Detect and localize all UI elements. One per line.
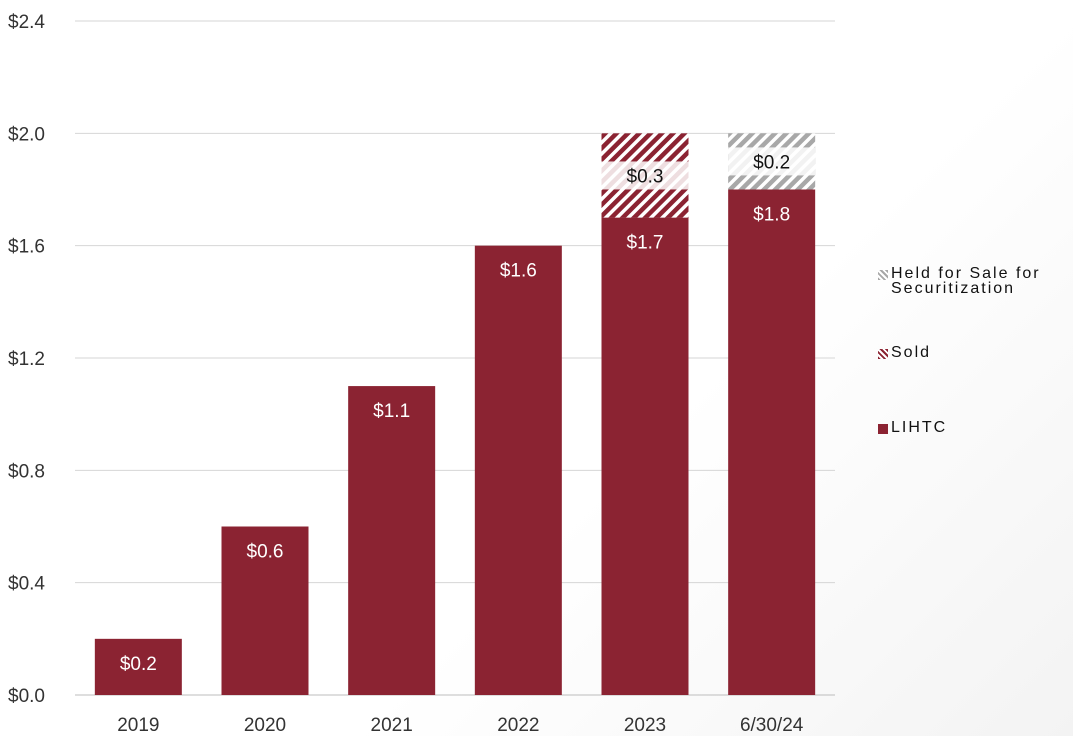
x-tick-label: 6/30/24 xyxy=(740,715,804,736)
data-label: $0.6 xyxy=(247,542,284,563)
legend-label: Sold xyxy=(891,344,932,361)
bar-lihtc xyxy=(728,189,816,695)
x-tick-label: 2023 xyxy=(624,715,666,736)
grid-lines xyxy=(75,20,835,696)
data-label: $1.8 xyxy=(753,205,790,226)
legend-swatch xyxy=(878,270,888,280)
x-tick-label: 2022 xyxy=(497,715,539,736)
data-label-background xyxy=(728,147,816,176)
x-tick-label: 2019 xyxy=(117,715,159,736)
data-label: $1.7 xyxy=(627,233,664,254)
x-tick-label: 2021 xyxy=(371,715,413,736)
legend-label: LIHTC xyxy=(891,419,948,436)
y-tick-label: $1.2 xyxy=(8,349,45,370)
data-label: $1.1 xyxy=(373,401,410,422)
labels: $0.0 $0.4 $0.8 $1.2 $1.6 $2.0 $2.4 $0.2 2019 $0.6… xyxy=(8,12,816,736)
data-label: $0.3 xyxy=(627,166,664,187)
y-tick-label: $0.0 xyxy=(8,686,45,707)
data-label-background xyxy=(601,161,689,190)
bar-lihtc xyxy=(474,245,562,695)
bar-lihtc xyxy=(94,638,182,695)
y-tick-label: $0.8 xyxy=(8,461,45,482)
y-tick-label: $2.4 xyxy=(8,12,45,33)
legend-swatch xyxy=(878,424,888,434)
legend-label: Held for Sale for Securitization xyxy=(891,265,1041,297)
legend-item: LIHTC xyxy=(878,419,948,436)
data-label: $0.2 xyxy=(753,152,790,173)
y-tick-label: $1.6 xyxy=(8,237,45,258)
x-tick-label: 2020 xyxy=(244,715,286,736)
bar-lihtc xyxy=(221,526,309,695)
legend-item: Held for Sale for Securitization xyxy=(878,265,1061,297)
data-label: $0.2 xyxy=(120,654,157,675)
bar-lihtc xyxy=(601,217,689,696)
bar-lihtc xyxy=(348,386,436,695)
y-tick-label: $2.0 xyxy=(8,124,45,145)
legend: Held for Sale for Securitization Sold LIHT… xyxy=(878,0,1068,736)
bars xyxy=(94,133,816,696)
data-label: $1.6 xyxy=(500,261,537,282)
y-tick-label: $0.4 xyxy=(8,574,45,595)
legend-swatch xyxy=(878,349,888,359)
legend-item: Sold xyxy=(878,344,932,361)
